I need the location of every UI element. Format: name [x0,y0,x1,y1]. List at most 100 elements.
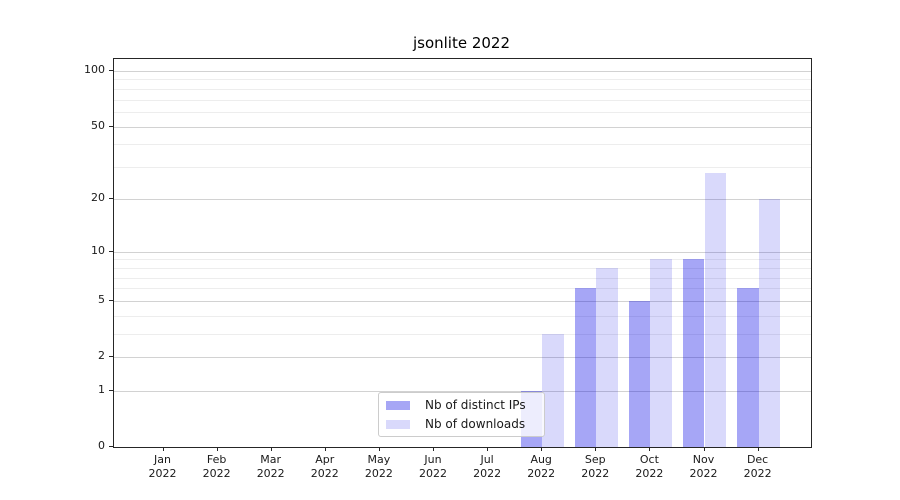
x-tick-year: 2022 [635,467,664,480]
x-tick-label: Dec 2022 [731,453,785,481]
x-tick-month: Feb [206,453,227,466]
y-tick [109,389,113,391]
x-tick [541,447,543,451]
x-tick-label: Feb 2022 [190,453,244,481]
x-tick [595,447,597,451]
x-tick [757,447,759,451]
bar-downloads [650,259,673,447]
x-tick-label: Oct 2022 [622,453,676,481]
x-tick-year: 2022 [256,467,285,480]
legend: Nb of distinct IPs Nb of downloads [378,392,545,437]
gridline-major [114,357,811,359]
x-tick-year: 2022 [689,467,718,480]
x-tick-year: 2022 [310,467,339,480]
bar-downloads [596,268,618,447]
x-tick-label: Jul 2022 [460,453,514,481]
legend-swatch-downloads-icon [386,419,410,429]
gridline-major [114,301,811,303]
x-tick-month: Jan [154,453,171,466]
bar-distinct-ips [628,301,651,447]
gridline-minor [114,334,811,336]
x-tick [703,447,705,451]
x-tick-month: Apr [315,453,335,466]
y-tick-label: 20 [91,190,105,204]
x-tick-year: 2022 [473,467,502,480]
y-tick-label: 2 [98,349,105,363]
y-tick-label: 50 [91,118,105,132]
gridline-minor [114,315,811,317]
gridline-minor [114,288,811,290]
x-tick-label: Jan 2022 [136,453,190,481]
y-tick [109,125,113,127]
gridline-minor [114,79,811,81]
x-tick [216,447,218,451]
y-tick-label: 1 [98,382,105,396]
y-tick [109,197,113,199]
x-tick-label: Nov 2022 [677,453,731,481]
gridline-minor [114,99,811,101]
x-tick-month: May [367,453,391,466]
x-tick-year: 2022 [148,467,177,480]
chart-title: jsonlite 2022 [412,34,511,52]
x-tick-month: Sep [584,453,606,466]
y-tick-label: 10 [91,243,105,257]
x-tick-label: Mar 2022 [244,453,298,481]
gridline-major [114,198,811,200]
x-tick-label: Sep 2022 [568,453,622,481]
y-tick [109,250,113,252]
y-tick [109,300,113,302]
x-tick-year: 2022 [527,467,556,480]
y-tick-label: 5 [98,293,105,307]
legend-swatch-distinct-ips-icon [386,400,410,410]
bar-distinct-ips [682,259,705,447]
x-tick-label: Apr 2022 [298,453,352,481]
legend-item-downloads: Nb of downloads [386,417,544,431]
gridline-minor [114,259,811,261]
legend-label-distinct-ips: Nb of distinct IPs [425,398,526,412]
x-tick-year: 2022 [743,467,772,480]
gridline-major [114,71,811,72]
x-tick [324,447,326,451]
x-tick-label: Jun 2022 [406,453,460,481]
gridline-minor [114,144,811,146]
x-tick-month: Jun [424,453,442,466]
gridline-minor [114,267,811,269]
x-tick-month: Jul [480,453,494,466]
bar-downloads [758,198,781,447]
x-tick-year: 2022 [202,467,231,480]
y-tick [109,446,113,447]
x-tick-month: Nov [692,453,715,466]
x-tick-label: May 2022 [352,453,406,481]
gridline-minor [114,277,811,279]
x-tick-label: Aug 2022 [514,453,568,481]
legend-item-distinct-ips: Nb of distinct IPs [386,398,544,412]
y-tick-label: 0 [98,439,105,452]
bar-distinct-ips [736,288,759,447]
x-tick-month: Oct [639,453,659,466]
gridline-major [114,126,811,128]
gridline-major [114,390,811,392]
x-tick [378,447,380,451]
x-tick [270,447,272,451]
y-tick-label: 100 [84,63,105,76]
x-tick-month: Mar [260,453,282,466]
x-tick-year: 2022 [419,467,447,480]
gridline-minor [114,88,811,90]
gridline-minor [114,167,811,169]
x-tick-month: Aug [530,453,552,466]
bar-distinct-ips [574,288,597,447]
bar-downloads [542,334,564,447]
x-tick-year: 2022 [581,467,610,480]
x-tick [433,447,434,451]
x-tick-year: 2022 [364,467,393,480]
bar-downloads [704,172,727,447]
x-tick [649,447,651,451]
x-tick [487,447,489,451]
y-tick [109,356,113,358]
legend-label-downloads: Nb of downloads [425,417,526,431]
x-tick [162,447,164,451]
plot-area [113,58,812,448]
gridline-minor [114,112,811,114]
gridline-major [114,251,811,253]
